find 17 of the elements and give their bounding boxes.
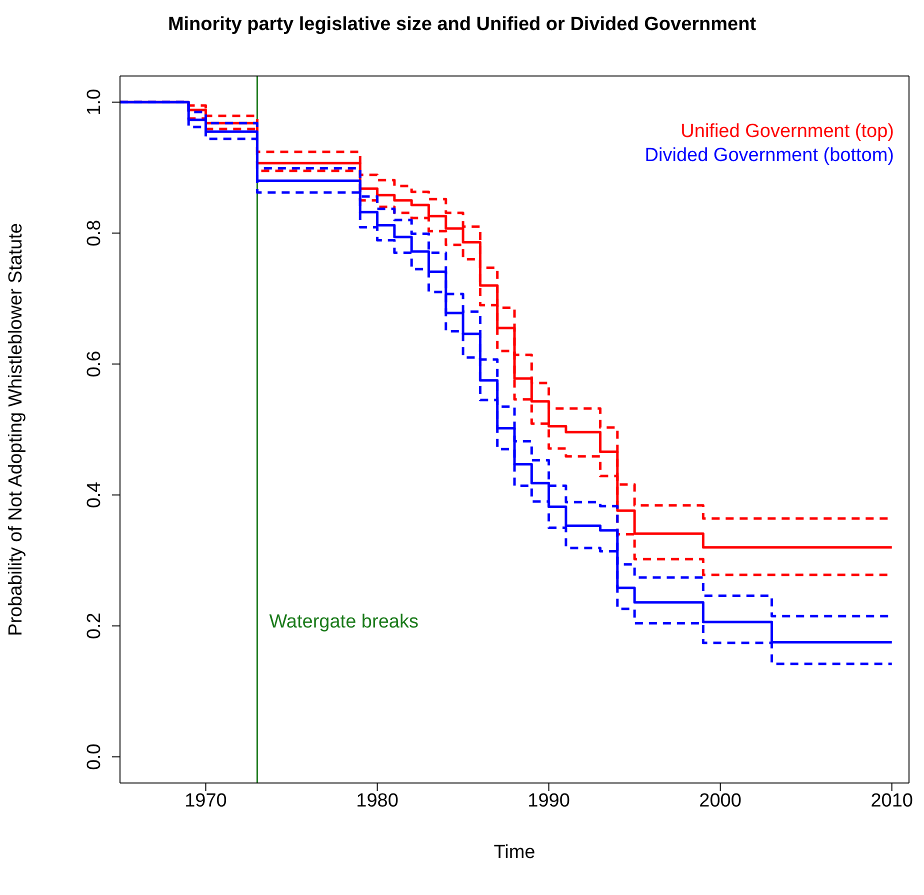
- x-axis-title: Time: [494, 842, 536, 863]
- y-tick-label: 0.0: [84, 744, 105, 770]
- x-tick-label: 1990: [528, 790, 570, 812]
- y-tick-label: 0.8: [84, 220, 105, 246]
- chart-title: Minority party legislative size and Unified or Divided Government: [166, 14, 758, 36]
- y-tick-label: 1.0: [84, 88, 105, 116]
- x-tick-label: 2000: [699, 790, 742, 812]
- y-tick-label: 0.2: [84, 612, 105, 640]
- text: Divided Government (bottom): [644, 144, 894, 168]
- x-tick-label: 2010: [870, 790, 913, 812]
- x-tick-label: 1970: [184, 790, 227, 812]
- text: Unified Government (top): [680, 120, 894, 144]
- x-tick-label: 1980: [356, 790, 398, 812]
- ref-line-label: Watergate breaks: [269, 611, 418, 632]
- y-tick-label: 0.4: [84, 481, 105, 508]
- y-axis-title: Probability of Not Adopting Whistleblower Statute: [6, 223, 27, 636]
- y-tick-label: 0.6: [84, 350, 105, 378]
